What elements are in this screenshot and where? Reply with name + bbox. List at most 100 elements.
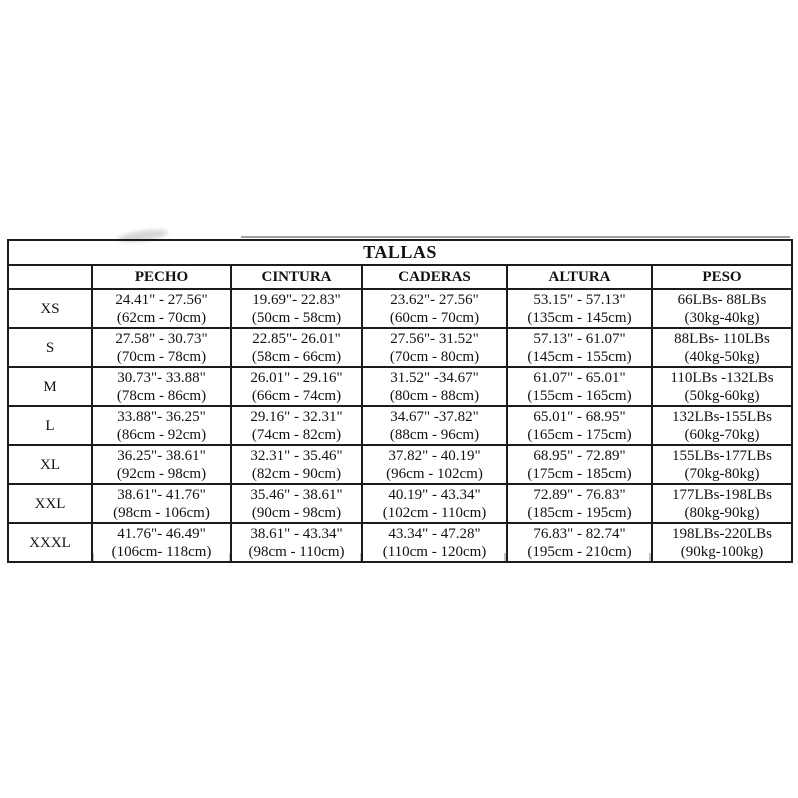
range-metric: (50kg-60kg) xyxy=(684,387,760,404)
range-metric: (74cm - 82cm) xyxy=(251,426,342,443)
range-metric: (90cm - 98cm) xyxy=(251,504,342,521)
range-inches: 26.01" - 29.16" xyxy=(250,369,343,386)
range-metric: (96cm - 102cm) xyxy=(386,465,483,482)
range-metric: (88cm - 96cm) xyxy=(389,426,480,443)
size-label: L xyxy=(7,405,93,446)
measurement-cell: 38.61" - 43.34" (98cm - 110cm) xyxy=(230,522,363,563)
range-metric: (86cm - 92cm) xyxy=(116,426,207,443)
table-row: XXXL 41.76"- 46.49" (106cm- 118cm) 38.61" -… xyxy=(7,522,794,563)
size-table-body: XS 24.41" - 27.56" (62cm - 70cm) 19.69"- 22… xyxy=(7,288,794,563)
range-metric: (98cm - 106cm) xyxy=(113,504,210,521)
table-row: XXL 38.61"- 41.76" (98cm - 106cm) 35.46" - … xyxy=(7,483,794,524)
range-inches: 177LBs-198LBs xyxy=(672,486,773,503)
range-inches: 76.83" - 82.74" xyxy=(533,525,626,542)
measurement-cell: 198LBs-220LBs (90kg-100kg) xyxy=(650,522,794,563)
range-metric: (106cm- 118cm) xyxy=(111,543,212,560)
measurement-cell: 72.89" - 76.83" (185cm - 195cm) xyxy=(506,483,653,524)
range-inches: 53.15" - 57.13" xyxy=(533,291,626,308)
measurement-cell: 35.46" - 38.61" (90cm - 98cm) xyxy=(230,483,363,524)
measurement-cell: 61.07" - 65.01" (155cm - 165cm) xyxy=(506,366,653,407)
range-inches: 23.62"- 27.56" xyxy=(390,291,479,308)
range-inches: 22.85"- 26.01" xyxy=(252,330,341,347)
measurement-cell: 36.25"- 38.61" (92cm - 98cm) xyxy=(91,444,232,485)
range-metric: (155cm - 165cm) xyxy=(527,387,632,404)
range-metric: (135cm - 145cm) xyxy=(527,309,632,326)
measurement-cell: 22.85"- 26.01" (58cm - 66cm) xyxy=(230,327,363,368)
range-metric: (70cm - 80cm) xyxy=(389,348,480,365)
range-metric: (70kg-80kg) xyxy=(684,465,760,482)
column-header-altura: ALTURA xyxy=(506,264,653,290)
range-inches: 65.01" - 68.95" xyxy=(533,408,626,425)
measurement-cell: 68.95" - 72.89" (175cm - 185cm) xyxy=(506,444,653,485)
measurement-cell: 57.13" - 61.07" (145cm - 155cm) xyxy=(506,327,653,368)
range-metric: (30kg-40kg) xyxy=(684,309,760,326)
measurement-cell: 29.16" - 32.31" (74cm - 82cm) xyxy=(230,405,363,446)
column-header-cintura: CINTURA xyxy=(230,264,363,290)
range-metric: (90kg-100kg) xyxy=(680,543,764,560)
range-inches: 38.61"- 41.76" xyxy=(117,486,206,503)
table-row: M 30.73"- 33.88" (78cm - 86cm) 26.01" - 29.… xyxy=(7,366,794,407)
measurement-cell: 177LBs-198LBs (80kg-90kg) xyxy=(650,483,794,524)
measurement-cell: 40.19" - 43.34" (102cm - 110cm) xyxy=(361,483,508,524)
column-header-caderas: CADERAS xyxy=(361,264,508,290)
measurement-cell: 32.31" - 35.46" (82cm - 90cm) xyxy=(230,444,363,485)
range-inches: 27.58" - 30.73" xyxy=(115,330,208,347)
column-header-peso: PESO xyxy=(650,264,794,290)
measurement-cell: 34.67" -37.82" (88cm - 96cm) xyxy=(361,405,508,446)
measurement-cell: 30.73"- 33.88" (78cm - 86cm) xyxy=(91,366,232,407)
measurement-cell: 37.82" - 40.19" (96cm - 102cm) xyxy=(361,444,508,485)
range-metric: (195cm - 210cm) xyxy=(527,543,632,560)
range-metric: (82cm - 90cm) xyxy=(251,465,342,482)
range-inches: 66LBs- 88LBs xyxy=(677,291,767,308)
range-metric: (98cm - 110cm) xyxy=(248,543,345,560)
measurement-cell: 27.58" - 30.73" (70cm - 78cm) xyxy=(91,327,232,368)
range-metric: (110cm - 120cm) xyxy=(382,543,487,560)
size-label: M xyxy=(7,366,93,407)
measurement-cell: 132LBs-155LBs (60kg-70kg) xyxy=(650,405,794,446)
range-inches: 29.16" - 32.31" xyxy=(250,408,343,425)
measurement-cell: 43.34" - 47.28" (110cm - 120cm) xyxy=(361,522,508,563)
measurement-cell: 31.52" -34.67" (80cm - 88cm) xyxy=(361,366,508,407)
range-inches: 27.56"- 31.52" xyxy=(390,330,479,347)
measurement-cell: 76.83" - 82.74" (195cm - 210cm) xyxy=(506,522,653,563)
range-metric: (50cm - 58cm) xyxy=(251,309,342,326)
range-metric: (60cm - 70cm) xyxy=(389,309,480,326)
range-inches: 34.67" -37.82" xyxy=(390,408,479,425)
range-inches: 37.82" - 40.19" xyxy=(388,447,481,464)
range-inches: 40.19" - 43.34" xyxy=(388,486,481,503)
range-metric: (175cm - 185cm) xyxy=(527,465,632,482)
size-label: XXL xyxy=(7,483,93,524)
range-inches: 61.07" - 65.01" xyxy=(533,369,626,386)
range-inches: 68.95" - 72.89" xyxy=(533,447,626,464)
header-row: PECHO CINTURA CADERAS ALTURA PESO xyxy=(7,264,794,290)
table-title: TALLAS xyxy=(6,239,794,266)
range-inches: 32.31" - 35.46" xyxy=(250,447,343,464)
measurement-cell: 27.56"- 31.52" (70cm - 80cm) xyxy=(361,327,508,368)
size-label: XL xyxy=(7,444,93,485)
scan-artifact-line xyxy=(241,236,790,238)
table-row: XS 24.41" - 27.56" (62cm - 70cm) 19.69"- 22… xyxy=(7,288,794,329)
range-inches: 41.76"- 46.49" xyxy=(117,525,206,542)
range-metric: (60kg-70kg) xyxy=(684,426,760,443)
range-metric: (62cm - 70cm) xyxy=(116,309,207,326)
range-inches: 36.25"- 38.61" xyxy=(117,447,206,464)
range-inches: 72.89" - 76.83" xyxy=(533,486,626,503)
range-metric: (102cm - 110cm) xyxy=(382,504,487,521)
measurement-cell: 26.01" - 29.16" (66cm - 74cm) xyxy=(230,366,363,407)
title-row: TALLAS xyxy=(6,239,794,266)
size-label: S xyxy=(7,327,93,368)
size-label: XXXL xyxy=(7,522,93,563)
range-inches: 198LBs-220LBs xyxy=(672,525,773,542)
range-inches: 31.52" -34.67" xyxy=(390,369,479,386)
range-inches: 30.73"- 33.88" xyxy=(117,369,206,386)
range-metric: (66cm - 74cm) xyxy=(251,387,342,404)
size-chart-table: TALLAS PECHO CINTURA CADERAS ALTURA PESO… xyxy=(6,239,794,563)
range-inches: 38.61" - 43.34" xyxy=(250,525,343,542)
range-metric: (92cm - 98cm) xyxy=(116,465,207,482)
table-row: S 27.58" - 30.73" (70cm - 78cm) 22.85"- 26.… xyxy=(7,327,794,368)
measurement-cell: 24.41" - 27.56" (62cm - 70cm) xyxy=(91,288,232,329)
range-metric: (70cm - 78cm) xyxy=(116,348,207,365)
table-row: L 33.88"- 36.25" (86cm - 92cm) 29.16" - 32.… xyxy=(7,405,794,446)
range-metric: (80kg-90kg) xyxy=(684,504,760,521)
